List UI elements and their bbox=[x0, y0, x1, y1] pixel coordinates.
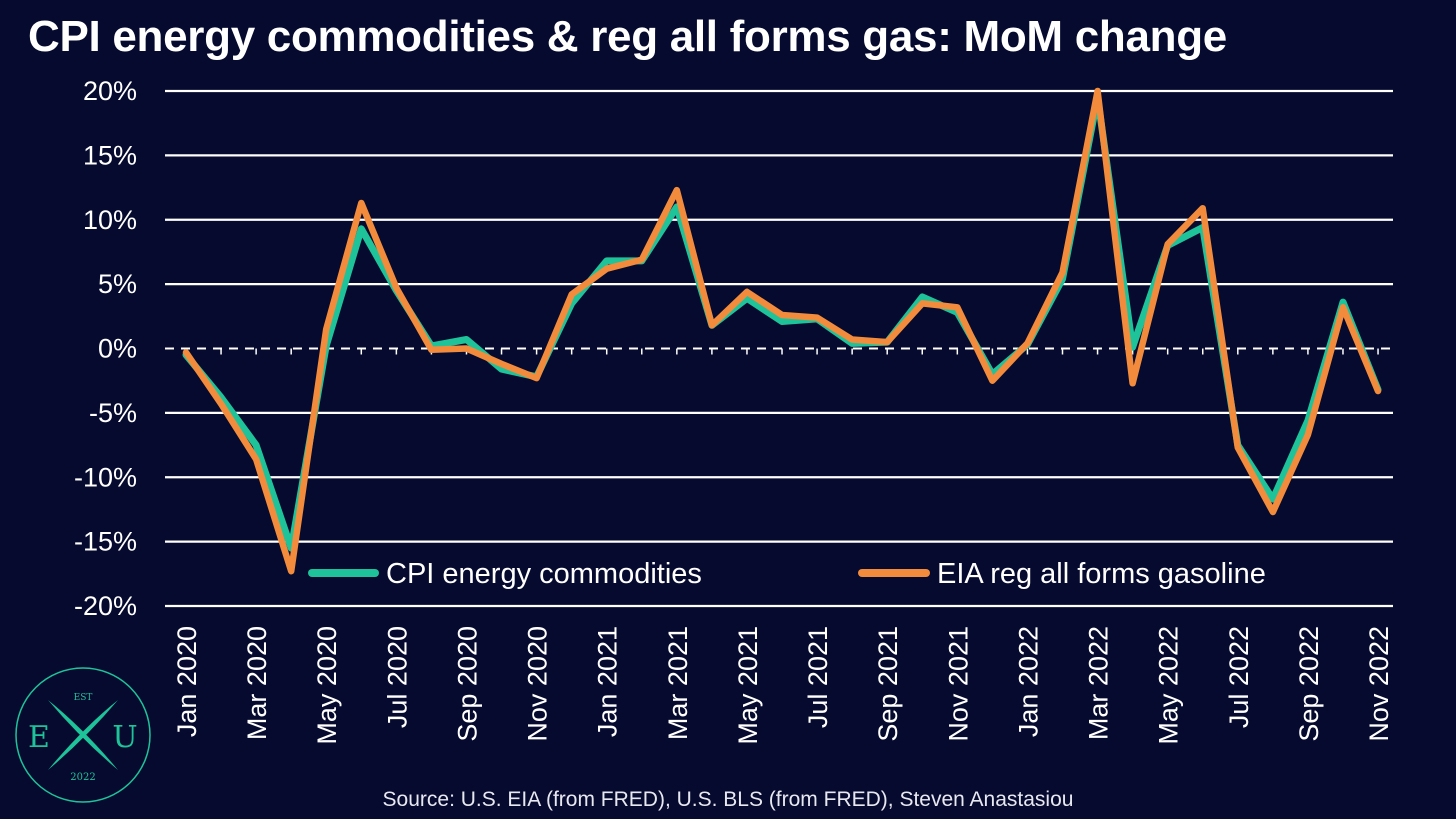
x-tick-label: Nov 2022 bbox=[1364, 626, 1394, 742]
x-tick-label: Sep 2022 bbox=[1294, 626, 1324, 742]
x-tick-label: Mar 2021 bbox=[663, 626, 693, 740]
legend: CPI energy commodities EIA reg all forms … bbox=[308, 558, 1266, 590]
y-tick-label: -15% bbox=[74, 527, 137, 557]
gridlines bbox=[165, 89, 1393, 608]
x-tick-label: May 2020 bbox=[312, 626, 342, 745]
logo-ring bbox=[15, 667, 151, 803]
x-tick-label: May 2022 bbox=[1154, 626, 1184, 745]
x-tick-label: Jul 2021 bbox=[803, 626, 833, 728]
x-tick-label: Mar 2020 bbox=[242, 626, 272, 740]
x-tick-label: Sep 2020 bbox=[452, 626, 482, 742]
y-tick-label: 0% bbox=[98, 334, 137, 364]
y-axis-tick-labels: 20% 15% 10% 5% 0% -5% -10% -15% -20% bbox=[74, 76, 137, 621]
series-line-eia-gasoline bbox=[182, 87, 1382, 575]
y-tick-label: 20% bbox=[83, 76, 137, 106]
y-tick-label: -20% bbox=[74, 591, 137, 621]
x-tick-label: Jan 2020 bbox=[172, 626, 202, 737]
x-tick-label: Jul 2022 bbox=[1224, 626, 1254, 728]
legend-label: EIA reg all forms gasoline bbox=[937, 558, 1266, 590]
x-tick-label: Nov 2020 bbox=[523, 626, 553, 742]
y-tick-label: -5% bbox=[89, 398, 137, 428]
source-note: Source: U.S. EIA (from FRED), U.S. BLS (… bbox=[382, 788, 1074, 811]
x-tick-label: Mar 2022 bbox=[1084, 626, 1114, 740]
logo-letter-left: E bbox=[28, 720, 50, 755]
legend-label: CPI energy commodities bbox=[386, 558, 702, 590]
x-axis-tick-labels: Jan 2020 Mar 2020 May 2020 Jul 2020 Sep 2020… bbox=[172, 626, 1394, 745]
x-tick-label: Jan 2021 bbox=[593, 626, 623, 737]
logo-swoosh-b bbox=[48, 700, 118, 770]
logo-year: 2022 bbox=[70, 772, 95, 783]
x-tick-label: Sep 2021 bbox=[873, 626, 903, 742]
y-tick-label: 5% bbox=[98, 269, 137, 299]
x-tick-label: Jul 2020 bbox=[382, 626, 412, 728]
y-tick-label: 10% bbox=[83, 205, 137, 235]
logo-est: EST bbox=[74, 693, 93, 703]
y-tick-label: -10% bbox=[74, 462, 137, 492]
x-tick-label: Nov 2021 bbox=[943, 626, 973, 742]
chart-title: CPI energy commodities & reg all forms g… bbox=[28, 12, 1227, 61]
logo-emblem: EST E U 2022 bbox=[15, 667, 151, 803]
logo-letter-right: U bbox=[112, 720, 137, 755]
y-tick-label: 15% bbox=[83, 140, 137, 170]
series-lines bbox=[182, 87, 1382, 575]
x-tick-label: May 2021 bbox=[733, 626, 763, 745]
x-tick-label: Jan 2022 bbox=[1013, 626, 1043, 737]
series-line-cpi-energy-commodities bbox=[182, 93, 1382, 552]
